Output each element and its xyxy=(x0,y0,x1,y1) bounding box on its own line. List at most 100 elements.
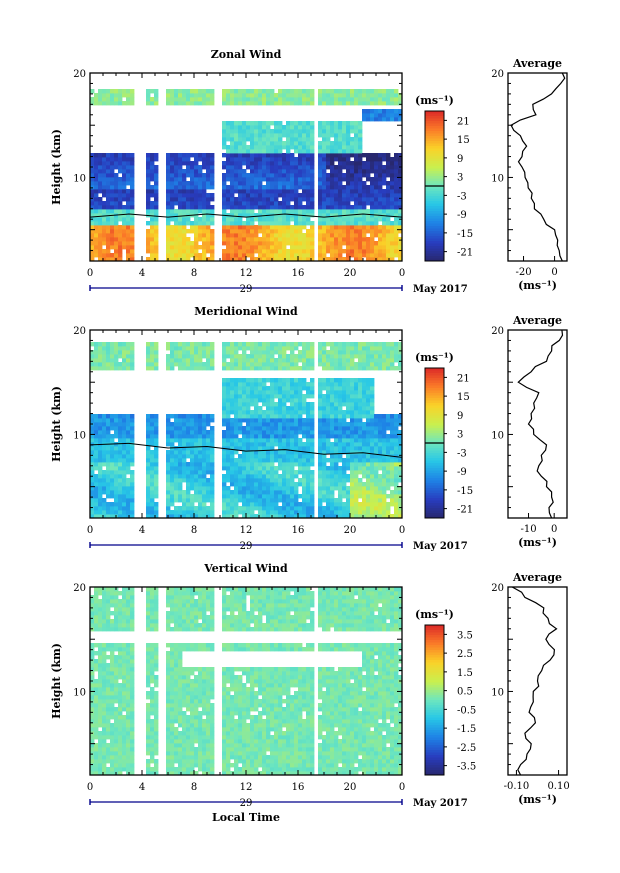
field-cell xyxy=(310,478,315,483)
field-cell xyxy=(150,414,155,419)
field-cell xyxy=(194,458,199,463)
field-cell xyxy=(170,442,175,447)
field-cell xyxy=(306,354,311,359)
field-cell xyxy=(342,93,347,98)
field-cell xyxy=(298,241,303,246)
field-cell xyxy=(206,514,211,519)
field-cell xyxy=(102,362,107,367)
field-cell xyxy=(330,498,335,503)
field-cell xyxy=(282,510,287,515)
field-cell xyxy=(274,145,279,150)
field-cell xyxy=(262,386,267,391)
field-cell xyxy=(110,189,115,194)
field-cell xyxy=(182,189,187,194)
field-cell xyxy=(382,97,387,102)
field-cell xyxy=(302,153,307,158)
field-cell xyxy=(210,418,215,423)
field-cell xyxy=(106,418,111,423)
field-cell xyxy=(334,197,339,202)
field-cell xyxy=(166,241,171,246)
field-cell xyxy=(278,209,283,214)
field-cell xyxy=(282,217,287,222)
field-cell xyxy=(342,350,347,355)
field-cell xyxy=(190,189,195,194)
field-cell xyxy=(222,137,227,142)
field-cell xyxy=(194,366,199,371)
field-cell xyxy=(302,498,307,503)
field-cell xyxy=(346,390,351,395)
field-cell xyxy=(190,506,195,511)
field-cell xyxy=(358,514,363,519)
field-cell xyxy=(350,430,355,435)
field-cell xyxy=(310,129,315,134)
field-cell xyxy=(186,161,191,166)
field-cell xyxy=(386,217,391,222)
field-cell xyxy=(294,434,299,439)
field-cell xyxy=(374,201,379,206)
field-cell xyxy=(302,442,307,447)
field-cell xyxy=(290,189,295,194)
field-cell xyxy=(290,486,295,491)
field-cell xyxy=(322,101,327,106)
field-cell xyxy=(182,414,187,419)
field-cell xyxy=(122,197,127,202)
field-cell xyxy=(238,398,243,403)
field-cell xyxy=(298,205,303,210)
field-cell xyxy=(290,177,295,182)
field-cell xyxy=(230,153,235,158)
field-cell xyxy=(266,93,271,98)
field-cell xyxy=(230,201,235,206)
field-cell xyxy=(130,237,135,242)
field-cell xyxy=(254,434,259,439)
field-cell xyxy=(154,466,159,471)
field-cell xyxy=(334,390,339,395)
field-cell xyxy=(110,466,115,471)
colorbar-cell xyxy=(425,248,444,252)
field-cell xyxy=(226,169,231,174)
field-cell xyxy=(302,462,307,467)
field-cell xyxy=(122,502,127,507)
field-cell xyxy=(206,221,211,226)
field-cell xyxy=(250,506,255,511)
field-cell xyxy=(370,390,375,395)
field-cell xyxy=(338,189,343,194)
field-cell xyxy=(354,189,359,194)
field-cell xyxy=(210,438,215,443)
field-cell xyxy=(298,157,303,162)
field-cell xyxy=(198,414,203,419)
field-cell xyxy=(154,93,159,98)
field-cell xyxy=(270,394,275,399)
field-cell xyxy=(258,237,263,242)
field-cell xyxy=(122,165,127,170)
colorbar-cell xyxy=(425,208,444,212)
field-cell xyxy=(258,149,263,154)
field-cell xyxy=(198,181,203,186)
field-cell xyxy=(274,217,279,222)
field-cell xyxy=(246,470,251,475)
field-cell xyxy=(306,193,311,198)
field-cell xyxy=(222,422,227,427)
field-cell xyxy=(282,450,287,455)
field-cell xyxy=(258,446,263,451)
field-cell xyxy=(250,213,255,218)
field-cell xyxy=(274,153,279,158)
field-cell xyxy=(274,378,279,383)
colorbar-unit: (ms⁻¹) xyxy=(415,94,454,107)
field-cell xyxy=(350,382,355,387)
field-cell xyxy=(250,486,255,491)
field-cell xyxy=(286,494,291,499)
field-cell xyxy=(194,434,199,439)
field-cell xyxy=(310,257,315,262)
field-cell xyxy=(194,177,199,182)
field-cell xyxy=(342,486,347,491)
field-cell xyxy=(126,446,131,451)
field-cell xyxy=(378,498,383,503)
field-cell xyxy=(178,253,183,258)
field-cell xyxy=(350,490,355,495)
field-cell xyxy=(394,161,399,166)
field-cell xyxy=(370,249,375,254)
field-cell xyxy=(174,177,179,182)
field-cell xyxy=(146,486,151,491)
field-cell xyxy=(310,406,315,411)
field-cell xyxy=(98,97,103,102)
